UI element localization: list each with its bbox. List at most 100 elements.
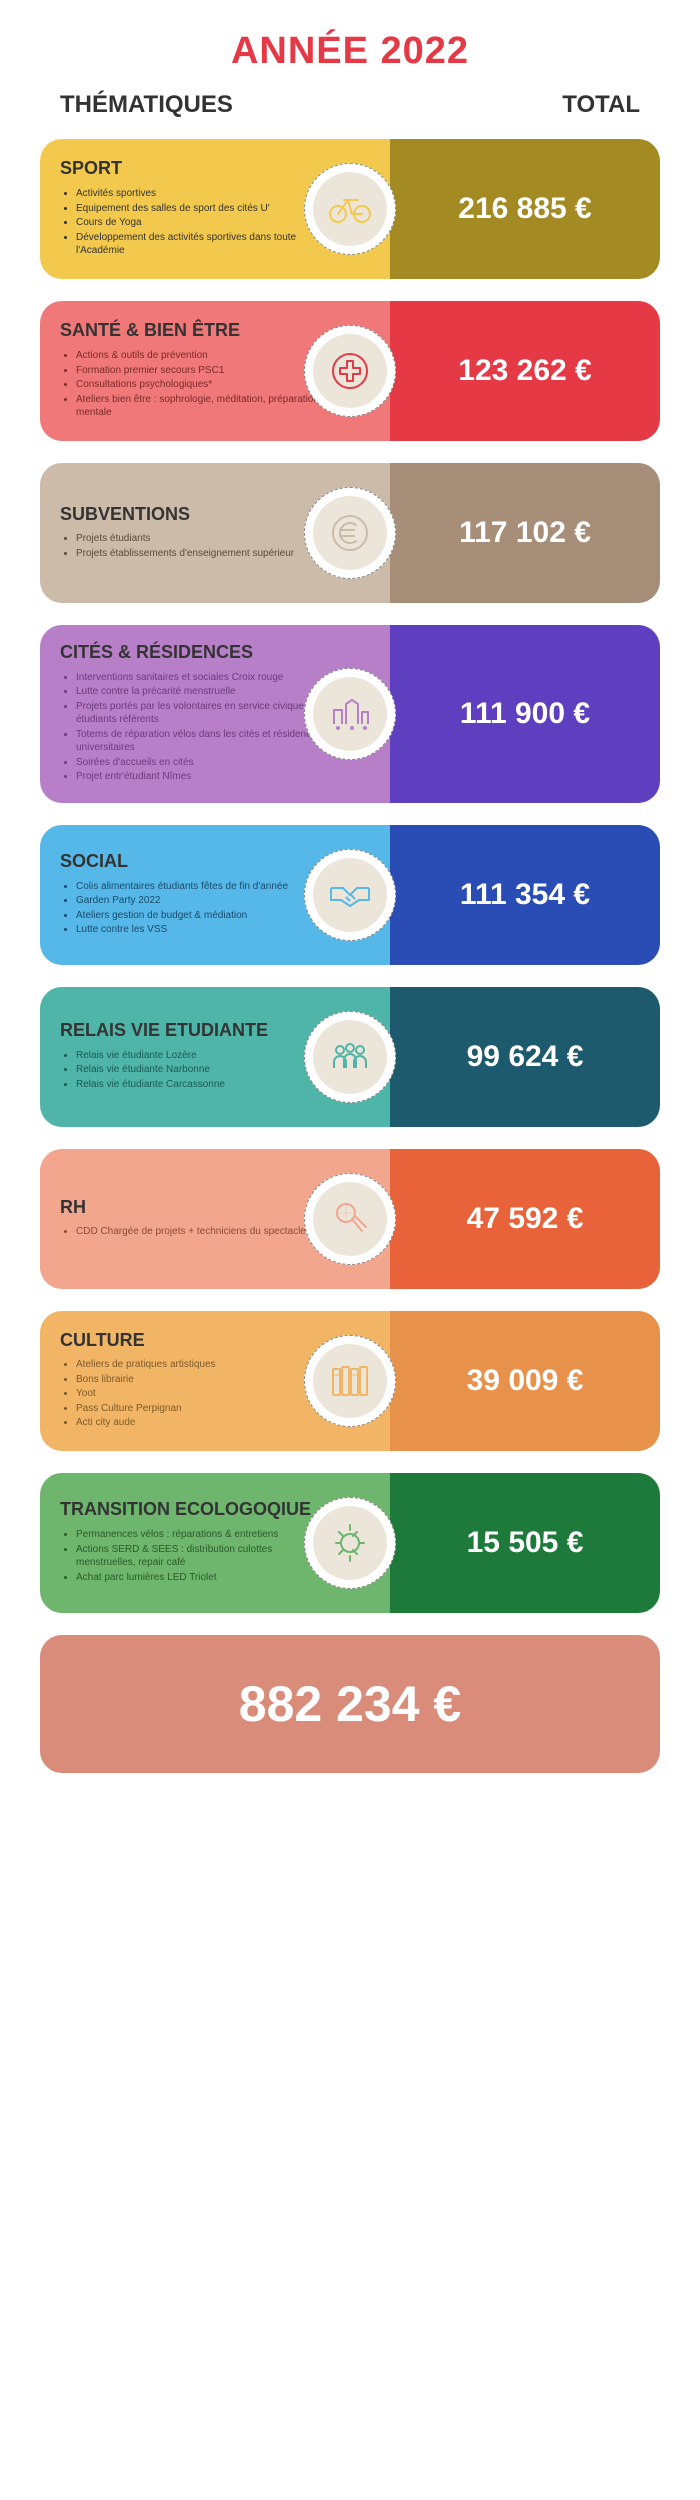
- bike-icon: [313, 172, 387, 246]
- category-row: CITÉS & RÉSIDENCES Interventions sanitair…: [40, 625, 660, 803]
- handshake-icon: [313, 858, 387, 932]
- page-title: ANNÉE 2022: [40, 30, 660, 73]
- category-item: Equipement des salles de sport des cités…: [76, 202, 330, 216]
- category-row: TRANSITION ECOLOGOQIUE Permanences vélos …: [40, 1473, 660, 1613]
- category-items: Ateliers de pratiques artistiquesBons li…: [60, 1358, 330, 1431]
- city-icon: [313, 677, 387, 751]
- category-amount: 47 592 €: [467, 1202, 584, 1236]
- category-item: Projets établissements d'enseignement su…: [76, 547, 330, 561]
- category-row: SPORT Activités sportivesEquipement des s…: [40, 139, 660, 279]
- category-right-card: 117 102 €: [390, 463, 660, 603]
- cross-icon: [313, 334, 387, 408]
- category-title: CITÉS & RÉSIDENCES: [60, 643, 330, 663]
- category-row: RH CDD Chargée de projets + techniciens d…: [40, 1149, 660, 1289]
- category-item: Totems de réparation vélos dans les cité…: [76, 728, 330, 755]
- category-title: TRANSITION ECOLOGOQIUE: [60, 1500, 330, 1520]
- category-amount: 123 262 €: [458, 354, 591, 388]
- category-item: Acti city aude: [76, 1416, 330, 1430]
- category-icon-circle: [304, 1335, 396, 1427]
- grand-total-card: 882 234 €: [40, 1635, 660, 1773]
- category-icon-circle: [304, 1011, 396, 1103]
- category-item: Actions SERD & SEES : distribution culot…: [76, 1543, 330, 1570]
- category-amount: 99 624 €: [467, 1040, 584, 1074]
- category-title: CULTURE: [60, 1331, 330, 1351]
- category-items: Interventions sanitaires et sociales Cro…: [60, 671, 330, 785]
- category-item: Activités sportives: [76, 187, 330, 201]
- category-right-card: 99 624 €: [390, 987, 660, 1127]
- category-items: Relais vie étudiante LozèreRelais vie ét…: [60, 1049, 330, 1093]
- category-item: Lutte contre les VSS: [76, 923, 330, 937]
- category-item: Ateliers de pratiques artistiques: [76, 1358, 330, 1372]
- category-item: Achat parc lumières LED Triolet: [76, 1571, 330, 1585]
- category-item: Interventions sanitaires et sociales Cro…: [76, 671, 330, 685]
- category-right-card: 15 505 €: [390, 1473, 660, 1613]
- category-item: Lutte contre la précarité menstruelle: [76, 685, 330, 699]
- category-right-card: 39 009 €: [390, 1311, 660, 1451]
- category-item: Formation premier secours PSC1: [76, 364, 330, 378]
- column-headers: THÉMATIQUES TOTAL: [40, 91, 660, 119]
- category-item: Actions & outils de prévention: [76, 349, 330, 363]
- category-amount: 111 354 €: [460, 878, 590, 912]
- col-header-left: THÉMATIQUES: [60, 91, 233, 119]
- category-row: CULTURE Ateliers de pratiques artistiques…: [40, 1311, 660, 1451]
- category-icon-circle: [304, 668, 396, 760]
- category-row: SUBVENTIONS Projets étudiantsProjets étab…: [40, 463, 660, 603]
- category-item: Soirées d'accueils en cités: [76, 756, 330, 770]
- category-item: Relais vie étudiante Lozère: [76, 1049, 330, 1063]
- category-icon-circle: [304, 163, 396, 255]
- category-icon-circle: [304, 325, 396, 417]
- category-item: Colis alimentaires étudiants fêtes de fi…: [76, 880, 330, 894]
- category-item: Cours de Yoga: [76, 216, 330, 230]
- category-right-card: 111 354 €: [390, 825, 660, 965]
- category-amount: 216 885 €: [458, 192, 591, 226]
- category-item: Yoot: [76, 1387, 330, 1401]
- category-row: RELAIS VIE ETUDIANTE Relais vie étudiante…: [40, 987, 660, 1127]
- category-title: SUBVENTIONS: [60, 505, 330, 525]
- category-item: Pass Culture Perpignan: [76, 1402, 330, 1416]
- category-icon-circle: [304, 849, 396, 941]
- category-items: Projets étudiantsProjets établissements …: [60, 532, 330, 561]
- ok-icon: [313, 1182, 387, 1256]
- books-icon: [313, 1344, 387, 1418]
- category-item: Relais vie étudiante Narbonne: [76, 1063, 330, 1077]
- col-header-right: TOTAL: [562, 91, 640, 119]
- category-row: SOCIAL Colis alimentaires étudiants fêtes…: [40, 825, 660, 965]
- category-right-card: 111 900 €: [390, 625, 660, 803]
- category-items: CDD Chargée de projets + techniciens du …: [60, 1225, 330, 1240]
- category-item: Garden Party 2022: [76, 894, 330, 908]
- category-title: RH: [60, 1198, 330, 1218]
- category-amount: 111 900 €: [460, 697, 590, 731]
- category-amount: 15 505 €: [467, 1526, 584, 1560]
- category-item: Ateliers gestion de budget & médiation: [76, 909, 330, 923]
- euro-icon: [313, 496, 387, 570]
- people-icon: [313, 1020, 387, 1094]
- category-right-card: 216 885 €: [390, 139, 660, 279]
- category-right-card: 47 592 €: [390, 1149, 660, 1289]
- category-item: Projets étudiants: [76, 532, 330, 546]
- category-title: SPORT: [60, 159, 330, 179]
- category-item: Développement des activités sportives da…: [76, 231, 330, 258]
- category-item: CDD Chargée de projets + techniciens du …: [76, 1225, 330, 1239]
- category-item: Projet entr'étudiant Nîmes: [76, 770, 330, 784]
- grand-total-value: 882 234 €: [40, 1675, 660, 1733]
- category-title: RELAIS VIE ETUDIANTE: [60, 1021, 330, 1041]
- category-item: Bons librairie: [76, 1373, 330, 1387]
- category-items: Permanences vélos : réparations & entret…: [60, 1528, 330, 1585]
- category-icon-circle: [304, 1497, 396, 1589]
- category-item: Consultations psychologiques*: [76, 378, 330, 392]
- category-items: Activités sportivesEquipement des salles…: [60, 187, 330, 259]
- category-item: Projets portés par les volontaires en se…: [76, 700, 330, 727]
- bulb-icon: [313, 1506, 387, 1580]
- category-row: SANTÉ & BIEN ÊTRE Actions & outils de pré…: [40, 301, 660, 441]
- category-amount: 117 102 €: [459, 516, 591, 550]
- category-item: Permanences vélos : réparations & entret…: [76, 1528, 330, 1542]
- category-title: SOCIAL: [60, 852, 330, 872]
- category-title: SANTÉ & BIEN ÊTRE: [60, 321, 330, 341]
- category-amount: 39 009 €: [467, 1364, 584, 1398]
- category-icon-circle: [304, 1173, 396, 1265]
- category-right-card: 123 262 €: [390, 301, 660, 441]
- category-items: Colis alimentaires étudiants fêtes de fi…: [60, 880, 330, 938]
- category-item: Relais vie étudiante Carcassonne: [76, 1078, 330, 1092]
- category-icon-circle: [304, 487, 396, 579]
- category-items: Actions & outils de préventionFormation …: [60, 349, 330, 421]
